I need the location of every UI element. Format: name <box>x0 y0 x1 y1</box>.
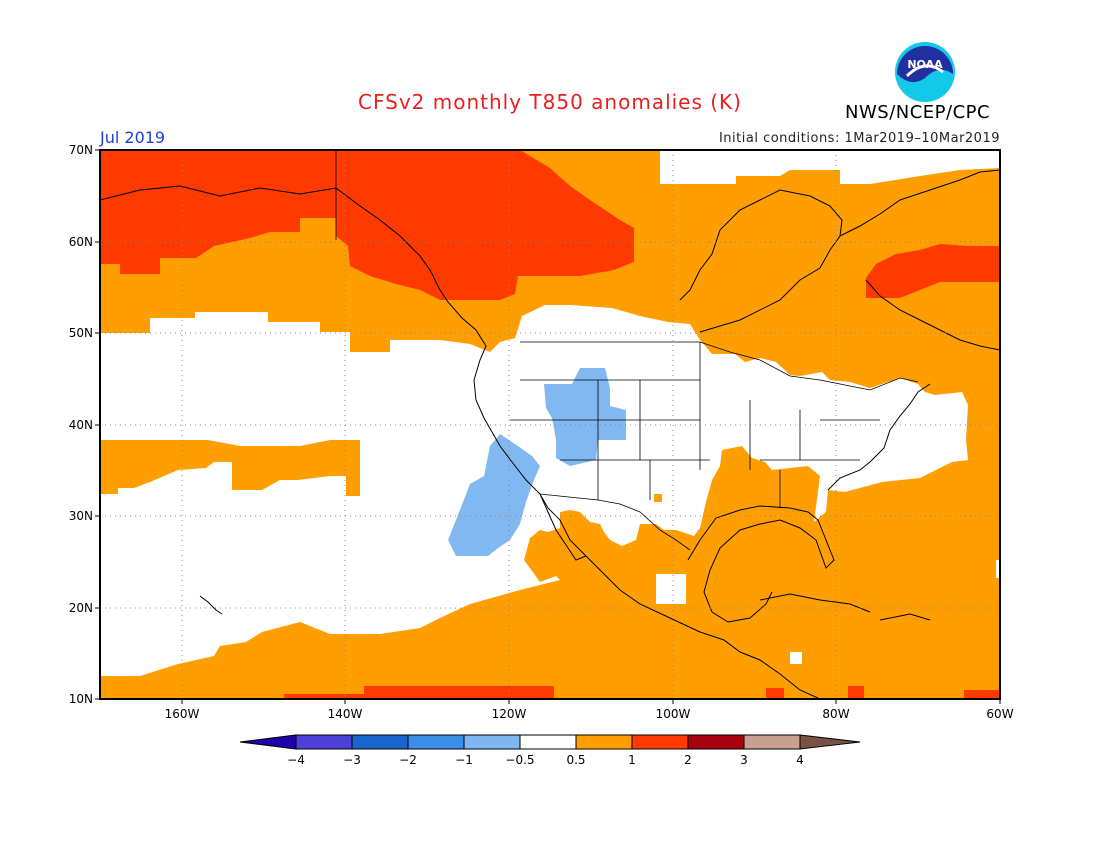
agency-label: NWS/NCEP/CPC <box>845 102 991 123</box>
cool-region-great-basin <box>544 368 626 466</box>
lon-label-140w: 140W <box>328 707 363 721</box>
map-title: CFSv2 monthly T850 anomalies (K) <box>358 90 742 114</box>
lon-label-60w: 60W <box>986 707 1013 721</box>
neutral-region-arctic <box>648 150 1000 184</box>
lat-labels: 70N 60N 50N 40N 30N 20N 10N <box>69 143 93 706</box>
lat-label-20n: 20N <box>69 601 93 615</box>
colorbar-label: 2 <box>684 753 692 767</box>
forecast-period: Jul 2019 <box>100 128 166 147</box>
lon-label-100w: 100W <box>656 707 691 721</box>
colorbar-label: 1 <box>628 753 636 767</box>
colorbar-label: −2 <box>399 753 417 767</box>
colorbar-label: −3 <box>343 753 361 767</box>
warm-region-alaska <box>100 150 634 300</box>
lat-label-10n: 10N <box>69 692 93 706</box>
lon-labels: 160W 140W 120W 100W 80W 60W <box>165 707 1014 721</box>
colorbar-label: −4 <box>287 753 305 767</box>
cool-region-pacific-baja <box>448 434 540 556</box>
axis-ticks <box>95 149 1001 704</box>
lat-label-40n: 40N <box>69 418 93 432</box>
colorbar-arrow-low <box>239 734 297 750</box>
gridlines <box>100 150 1000 699</box>
coastlines <box>100 169 1000 699</box>
lon-label-120w: 120W <box>492 707 527 721</box>
noaa-logo: NOAA <box>895 42 955 102</box>
colorbar <box>239 734 861 750</box>
lat-label-70n: 70N <box>69 143 93 157</box>
warm-region-labrador <box>866 244 1000 298</box>
colorbar-label: 4 <box>796 753 804 767</box>
borders <box>335 150 919 551</box>
colorbar-label: −0.5 <box>505 753 534 767</box>
colorbar-label: 3 <box>740 753 748 767</box>
initial-conditions: Initial conditions: 1Mar2019–10Mar2019 <box>718 131 1000 146</box>
noaa-logo-text: NOAA <box>907 58 943 71</box>
colorbar-arrow-high <box>799 734 861 750</box>
lat-label-60n: 60N <box>69 235 93 249</box>
colorbar-labels: −4 −3 −2 −1 −0.5 0.5 1 2 3 4 <box>287 753 804 767</box>
colorbar-label: −1 <box>455 753 473 767</box>
lat-label-50n: 50N <box>69 326 93 340</box>
colorbar-label: 0.5 <box>566 753 585 767</box>
neutral-region-pacific <box>100 305 968 676</box>
lon-label-80w: 80W <box>822 707 849 721</box>
lon-label-160w: 160W <box>165 707 200 721</box>
lat-label-30n: 30N <box>69 509 93 523</box>
